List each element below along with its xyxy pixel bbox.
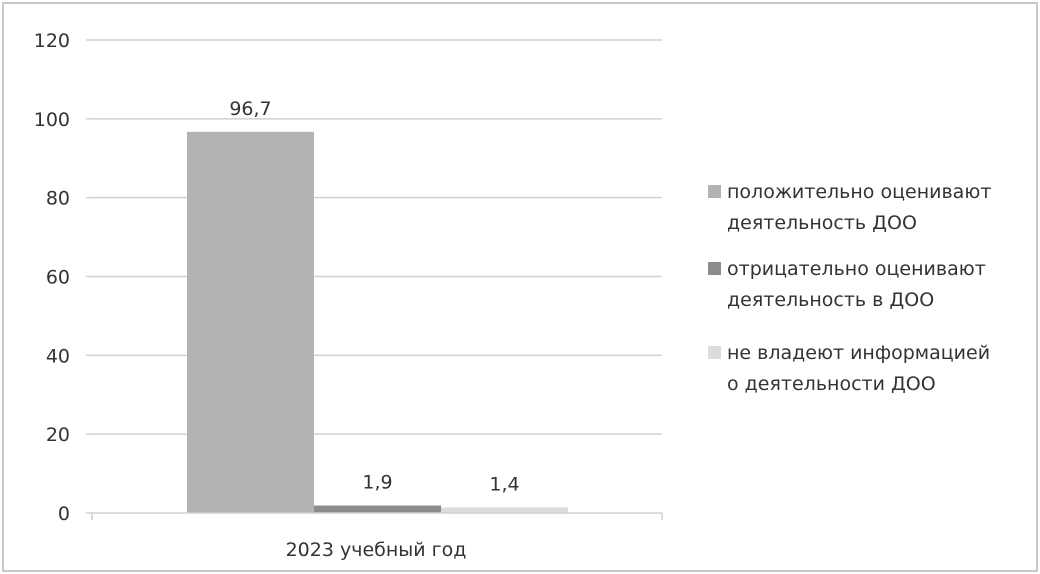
y-tick-label: 40: [46, 345, 70, 367]
legend-label-series-3: о деятельности ДОО: [727, 373, 936, 395]
y-axis-tick-labels: 0 20 40 60 80 100 120: [34, 30, 70, 525]
y-tick-label: 120: [34, 30, 70, 52]
bar-series-3: [441, 507, 568, 513]
legend-label-series-1: положительно оценивают: [727, 181, 991, 203]
data-label-series-2: 1,9: [362, 472, 392, 494]
bar-series-1: [187, 131, 314, 514]
y-tick-label: 60: [46, 267, 70, 289]
legend: положительно оценивают деятельность ДОО от…: [708, 181, 991, 395]
legend-marker-series-2: [708, 262, 721, 275]
legend-label-series-2: деятельность в ДОО: [727, 289, 934, 311]
y-tick-label: 0: [58, 503, 70, 525]
legend-marker-series-3: [708, 346, 721, 359]
legend-label-series-3: не владеют информацией: [727, 342, 990, 364]
bars: [187, 131, 568, 514]
legend-label-series-2: отрицательно оценивают: [727, 258, 986, 280]
legend-marker-series-1: [708, 185, 721, 198]
bar-series-2: [314, 505, 441, 513]
y-tick-label: 20: [46, 424, 70, 446]
legend-label-series-1: деятельность ДОО: [727, 212, 917, 234]
y-tick-label: 100: [34, 109, 70, 131]
x-category-label: 2023 учебный год: [286, 539, 467, 561]
x-axis: 2023 учебный год: [91, 512, 663, 561]
y-tick-label: 80: [46, 188, 70, 210]
data-label-series-3: 1,4: [489, 473, 519, 495]
data-labels: 96,7 1,9 1,4: [229, 98, 519, 496]
data-label-series-1: 96,7: [229, 98, 271, 120]
